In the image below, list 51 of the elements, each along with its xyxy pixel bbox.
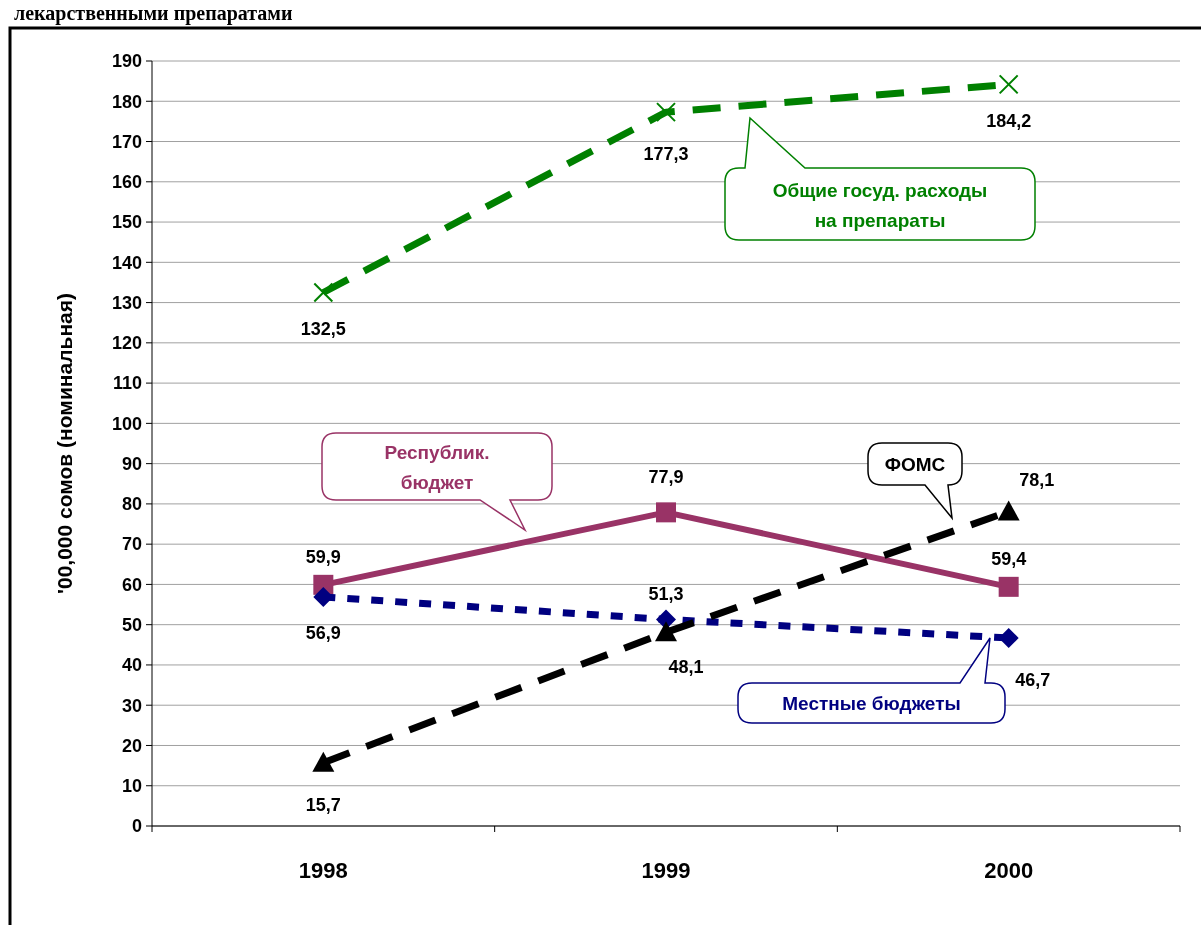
point [998,74,1019,95]
data-label: 77,9 [648,466,684,487]
y-tick-label: 80 [121,494,142,515]
point [656,102,676,123]
y-axis-title: '00,000 сомов (номинальная) [53,292,76,595]
text: Общие госуд. расходы на препараты [772,179,988,231]
y-tick-label: 20 [121,735,142,756]
y-tick-label: 30 [121,695,142,716]
point [656,502,676,523]
data-label: 78,1 [1019,469,1055,490]
data-label: 132,5 [300,318,346,339]
point [655,621,677,642]
y-tick-label: 160 [111,172,142,193]
y-tick-label: 140 [111,252,142,273]
point [313,586,334,607]
y-tick-label: 0 [131,816,142,837]
x-tick-label: 2000 [984,858,1034,883]
y-tick-label: 190 [111,51,142,72]
x-tick-label: 1999 [641,858,691,883]
y-tick-label: 60 [121,574,142,595]
data-label: 48,1 [668,656,704,677]
y-tick-label: 10 [121,776,142,797]
point [312,751,335,772]
y-tick-label: 40 [121,655,142,676]
y-tick-label: 50 [121,614,142,635]
y-tick-label: 120 [111,333,142,354]
point [998,576,1019,597]
x-tick-label: 1998 [298,858,348,883]
data-label: 51,3 [648,583,684,604]
point [997,500,1020,521]
chart-title: лекарственными препаратами [14,2,293,25]
data-label: 56,9 [305,623,341,644]
data-label: 177,3 [643,144,689,165]
data-label: 46,7 [1015,670,1051,691]
text: Местные бюджеты [782,692,961,714]
text: ФОМС [884,453,946,475]
data-label: 184,2 [986,110,1032,131]
point [998,627,1019,648]
y-tick-label: 170 [111,131,142,152]
y-tick-label: 100 [111,413,142,434]
data-label: 59,4 [991,549,1027,570]
y-tick-label: 130 [111,292,142,313]
y-tick-label: 90 [121,453,142,474]
y-tick-label: 150 [111,212,142,233]
data-label: 15,7 [305,795,341,816]
data-label: 59,9 [305,547,341,568]
y-tick-label: 180 [111,91,142,112]
text: Республик. бюджет [384,442,490,494]
y-tick-label: 110 [112,373,142,394]
point [313,282,334,303]
y-tick-label: 70 [121,534,142,555]
